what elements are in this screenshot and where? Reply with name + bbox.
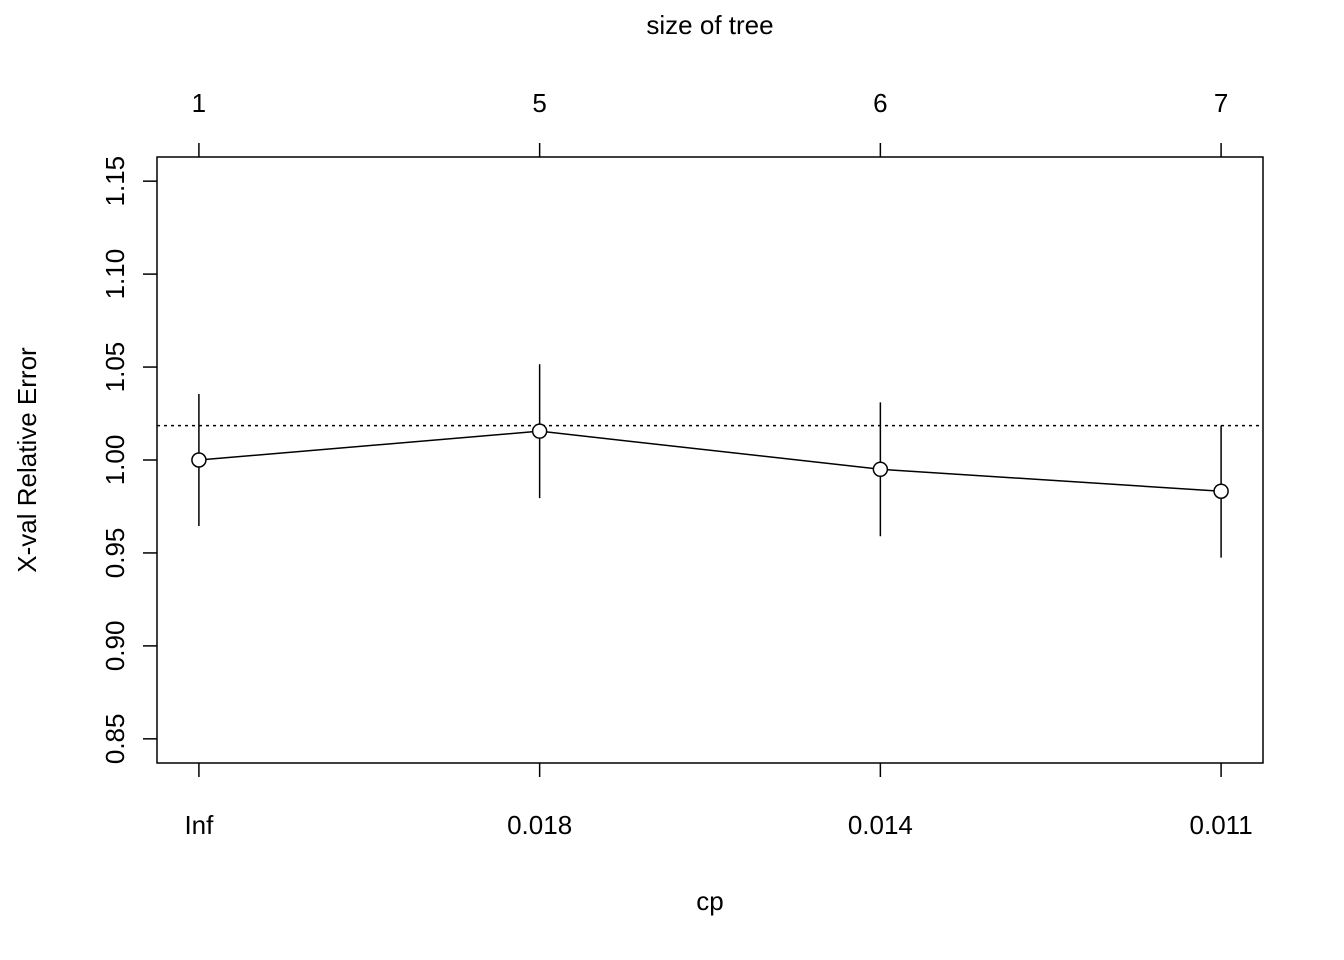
- y-tick-label: 1.10: [100, 249, 130, 300]
- y-axis-label: X-val Relative Error: [12, 347, 42, 573]
- y-tick-label: 0.85: [100, 714, 130, 765]
- top-tick-label: 1: [192, 88, 206, 118]
- plot-box: [156, 156, 1264, 764]
- y-tick-label: 0.90: [100, 621, 130, 672]
- top-tick-label: 7: [1214, 88, 1228, 118]
- x-axis-label: cp: [696, 886, 723, 916]
- data-point: [872, 461, 889, 478]
- x-tick-label: 0.011: [1190, 810, 1253, 840]
- x-tick-label: 0.014: [848, 810, 913, 840]
- data-point: [191, 452, 207, 468]
- data-point: [531, 423, 548, 439]
- x-tick-label: Inf: [184, 810, 214, 840]
- top-tick-label: 5: [532, 88, 546, 118]
- series-line: [198, 430, 1222, 492]
- y-tick-label: 1.15: [100, 156, 130, 207]
- top-axis-label: size of tree: [646, 10, 773, 40]
- y-tick-label: 1.00: [100, 435, 130, 486]
- x-tick-label: 0.018: [507, 810, 572, 840]
- data-point: [1213, 483, 1229, 499]
- y-tick-label: 1.05: [100, 342, 130, 393]
- y-tick-label: 0.95: [100, 528, 130, 579]
- top-tick-label: 6: [873, 88, 887, 118]
